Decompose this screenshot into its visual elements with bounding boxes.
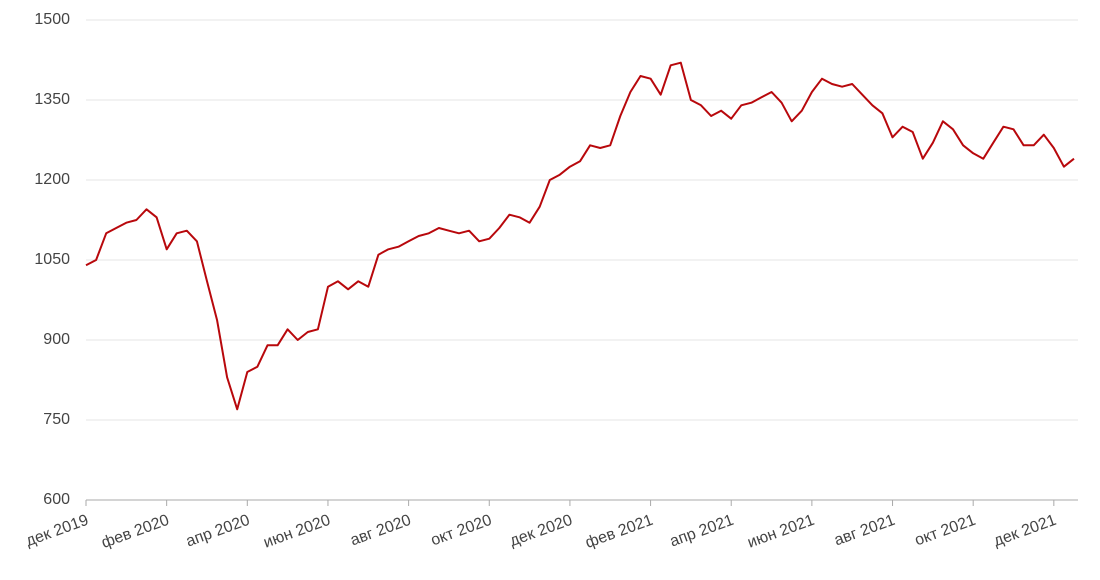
x-tick-label: авг 2021 bbox=[832, 512, 897, 550]
x-tick-label: апр 2021 bbox=[668, 512, 736, 551]
x-tick-label: фев 2020 bbox=[99, 512, 171, 552]
y-tick-label: 900 bbox=[43, 331, 70, 348]
x-tick-label: дек 2020 bbox=[508, 512, 575, 550]
y-tick-label: 1050 bbox=[34, 251, 70, 268]
x-tick-label: окт 2020 bbox=[429, 512, 495, 550]
price-line bbox=[85, 61, 1075, 411]
x-tick-label: авг 2020 bbox=[348, 512, 413, 550]
x-tick-label: апр 2020 bbox=[184, 512, 252, 551]
x-tick-label: дек 2019 bbox=[24, 512, 91, 550]
y-tick-label: 600 bbox=[43, 491, 70, 508]
x-tick-label: окт 2021 bbox=[913, 512, 979, 550]
y-tick-label: 1200 bbox=[34, 171, 70, 188]
x-tick-label: июн 2020 bbox=[261, 512, 333, 552]
y-tick-label: 750 bbox=[43, 411, 70, 428]
x-tick-label: фев 2021 bbox=[583, 512, 655, 552]
y-tick-label: 1500 bbox=[34, 11, 70, 28]
x-tick-label: июн 2021 bbox=[745, 512, 817, 552]
y-tick-label: 1350 bbox=[34, 91, 70, 108]
x-tick-label: дек 2021 bbox=[991, 512, 1058, 550]
